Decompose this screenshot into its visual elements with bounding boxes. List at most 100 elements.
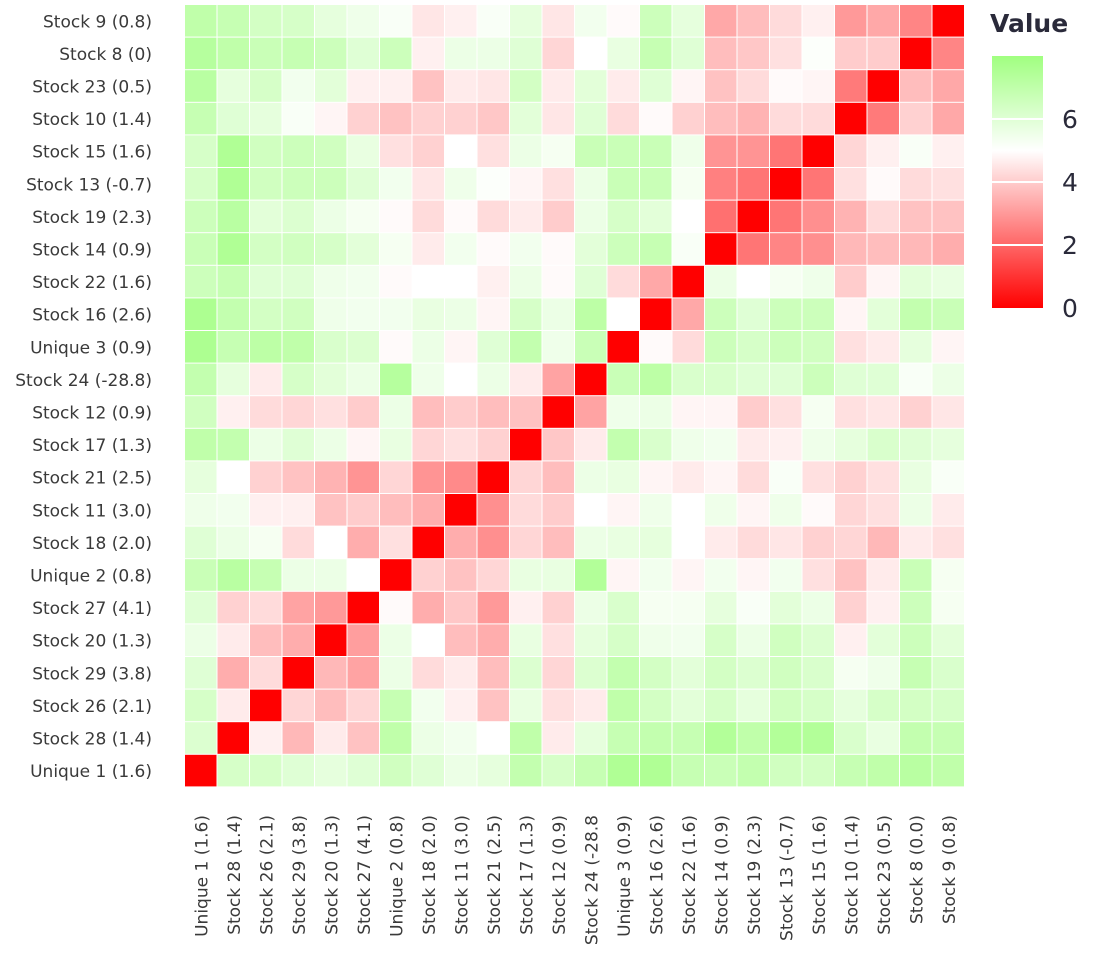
heatmap-cell [380,331,412,363]
heatmap-cell [217,722,249,754]
heatmap-cell [575,5,607,37]
heatmap-cell [932,70,964,102]
heatmap-cell [607,102,639,135]
heatmap-cell [900,102,932,135]
heatmap-cell [607,559,639,591]
heatmap-cell [542,363,574,396]
heatmap-cell [510,526,542,559]
heatmap-cell [770,233,802,265]
heatmap-cell [347,689,379,722]
heatmap-cell [802,363,834,396]
heatmap-cell [705,298,737,330]
heatmap-cell [575,624,607,656]
heatmap-cell [672,657,704,689]
heatmap-cell [575,689,607,722]
heatmap-cell [705,396,737,428]
heatmap-cell [672,265,704,298]
heatmap-cell [932,37,964,70]
heatmap-cell [932,624,964,656]
heatmap-cell [347,591,379,624]
heatmap-cell [510,428,542,461]
heatmap-cell [705,168,737,200]
heatmap-cell [770,168,802,200]
heatmap-cell [672,363,704,396]
heatmap-cell [802,200,834,233]
heatmap-cell [445,168,477,200]
heatmap-cell [737,657,769,689]
heatmap-cell [835,526,867,559]
y-tick-label: Unique 3 (0.9) [30,338,152,358]
heatmap-cell [250,168,282,200]
legend-tick-label: 6 [1062,105,1078,134]
heatmap-cell [542,37,574,70]
heatmap-cell [737,428,769,461]
heatmap-cell [835,168,867,200]
heatmap-cell [477,168,509,200]
x-tick-label: Stock 24 (-28.8 [582,815,602,945]
heatmap-cell [640,722,672,754]
heatmap-cell [932,265,964,298]
x-tick-label: Stock 17 (1.3) [517,815,537,935]
x-tick-label: Stock 10 (1.4) [842,815,862,935]
heatmap-cell [607,754,639,787]
heatmap-cell [770,298,802,330]
heatmap-cell [380,135,412,167]
heatmap-cell [380,754,412,787]
heatmap-cell [640,428,672,461]
x-axis-labels: Unique 1 (1.6) Stock 28 (1.4) Stock 26 (2.… [192,815,960,945]
heatmap-cell [770,494,802,526]
heatmap-cell [705,494,737,526]
heatmap-cell [380,200,412,233]
y-tick-label: Stock 13 (-0.7) [26,175,152,195]
heatmap-cell [510,624,542,656]
heatmap-cell [672,5,704,37]
heatmap-cell [802,461,834,493]
heatmap-cell [250,624,282,656]
heatmap-cell [380,233,412,265]
heatmap-cell [575,102,607,135]
heatmap-cell [867,559,899,591]
x-tick-label: Stock 18 (2.0) [420,815,440,935]
legend-tick-label: 0 [1062,294,1078,323]
y-axis-labels: Stock 9 (0.8) Stock 8 (0) Stock 23 (0.5) St… [15,12,152,782]
heatmap-cell [510,657,542,689]
heatmap-cell [575,461,607,493]
heatmap-cell [802,233,834,265]
y-tick-label: Stock 22 (1.6) [32,273,152,293]
heatmap-cell [380,624,412,656]
heatmap-cell [510,461,542,493]
heatmap-cell [575,363,607,396]
heatmap-cell [477,331,509,363]
heatmap-cell [672,168,704,200]
heatmap-cell [607,494,639,526]
heatmap-cell [900,135,932,167]
heatmap-cell [705,102,737,135]
heatmap-cell [542,331,574,363]
heatmap-cell [347,722,379,754]
heatmap-cell [380,428,412,461]
heatmap-cell [315,265,347,298]
heatmap-cell [217,428,249,461]
heatmap-cell [900,5,932,37]
heatmap-cell [250,5,282,37]
heatmap-cell [932,200,964,233]
x-tick-label: Stock 23 (0.5) [875,815,895,935]
heatmap-cell [380,722,412,754]
heatmap-cell [347,396,379,428]
heatmap-cell [737,689,769,722]
heatmap-cell [445,494,477,526]
heatmap-cell [900,70,932,102]
heatmap-cell [575,591,607,624]
heatmap-cell [835,494,867,526]
heatmap-cell [510,5,542,37]
heatmap-cell [835,331,867,363]
heatmap-cell [932,722,964,754]
heatmap-cell [932,396,964,428]
heatmap-cell [445,722,477,754]
heatmap-cell [250,559,282,591]
x-tick-label: Stock 15 (1.6) [810,815,830,935]
heatmap-cell [315,396,347,428]
heatmap-cell [900,689,932,722]
heatmap-cell [445,265,477,298]
heatmap-cell [510,37,542,70]
